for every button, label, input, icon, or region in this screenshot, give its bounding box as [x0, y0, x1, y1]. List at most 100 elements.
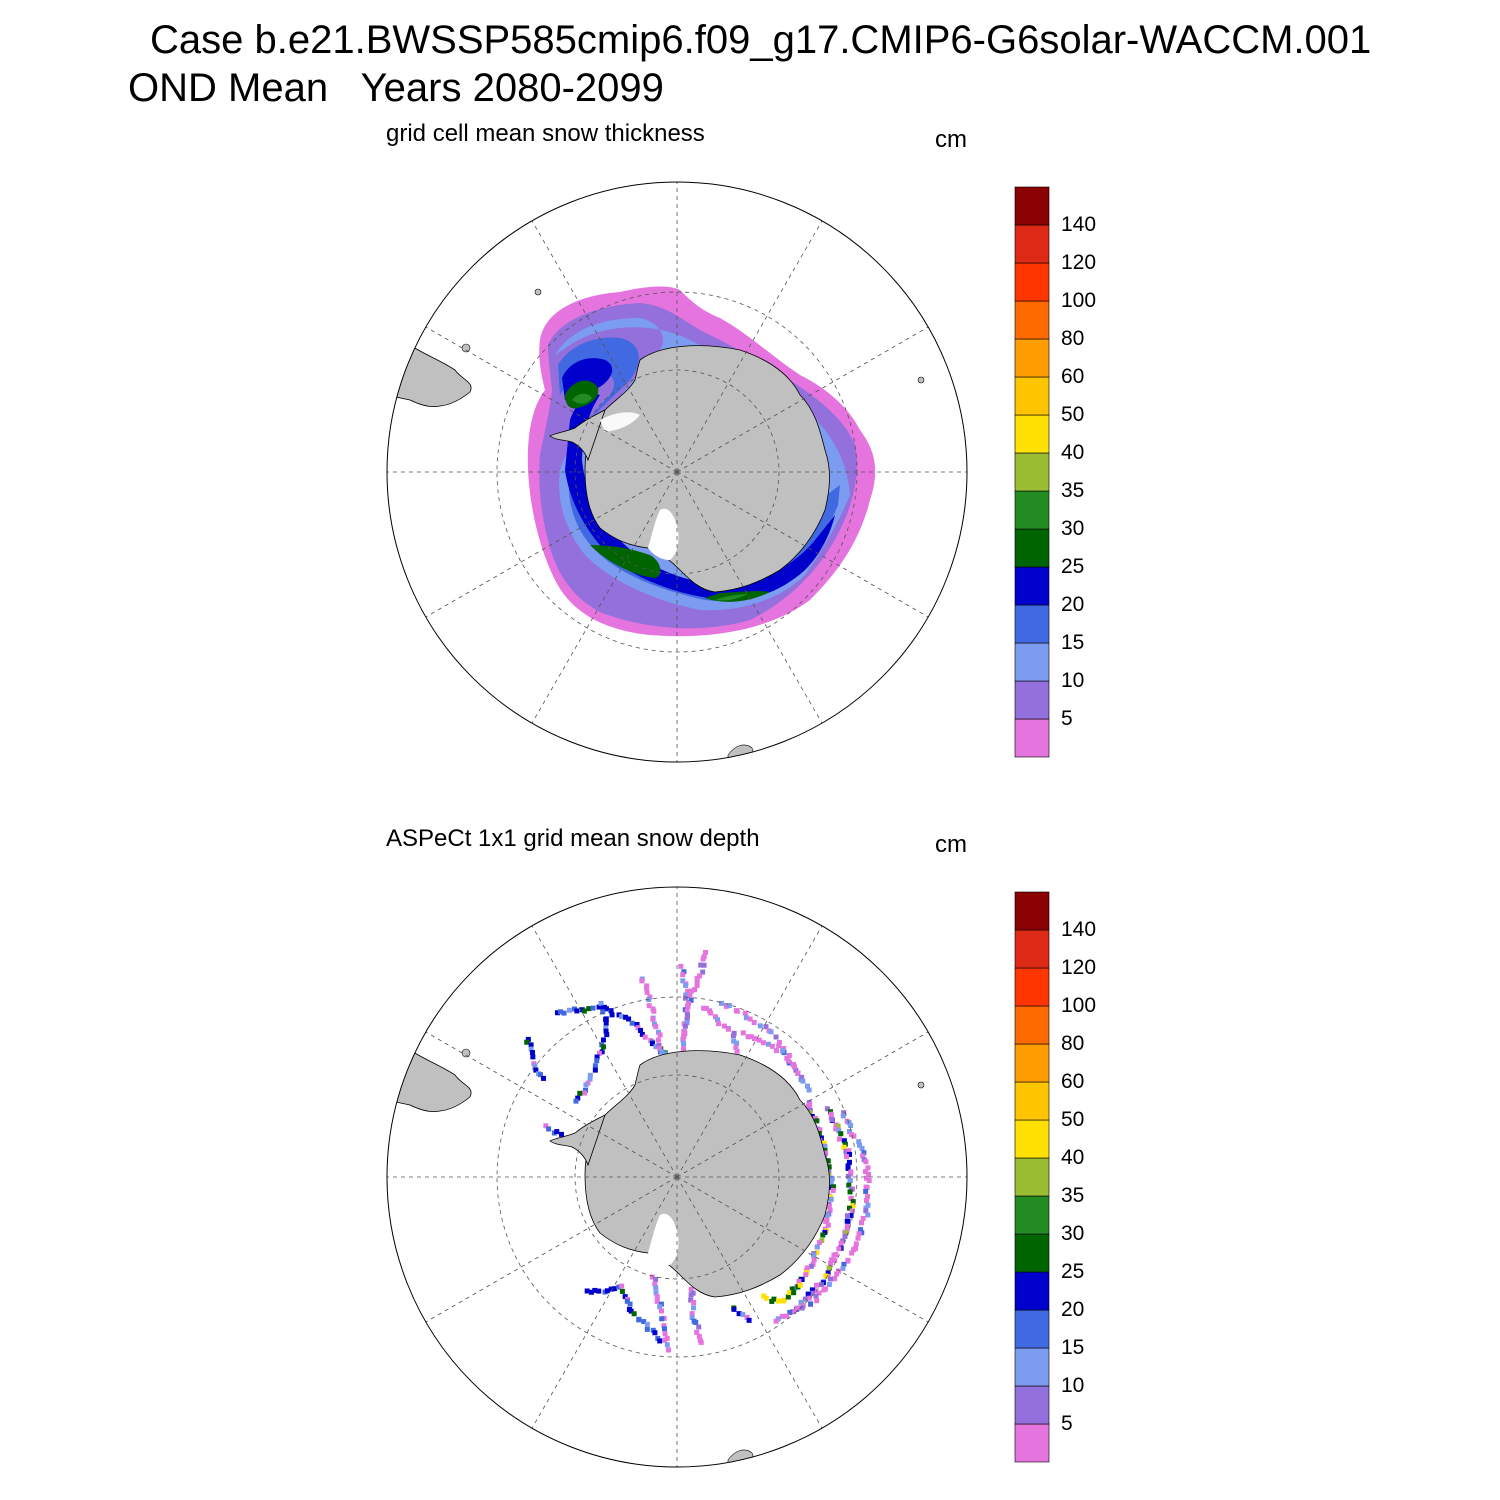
- obs-cell: [656, 1042, 662, 1048]
- obs-cell: [746, 1317, 752, 1323]
- colorbar-swatch: [1014, 490, 1050, 530]
- obs-cell: [851, 1133, 857, 1139]
- colorbar-tick-label: 35: [1061, 479, 1085, 502]
- obs-cell: [688, 988, 694, 994]
- island-c-2: [917, 1081, 925, 1089]
- obs-cell: [806, 1295, 812, 1301]
- obs-cell: [730, 1033, 736, 1039]
- obs-cell: [596, 1050, 602, 1056]
- colorbar-swatch: [1014, 262, 1050, 302]
- latitude-circle-1: [574, 1074, 780, 1280]
- map-1-frame: [386, 181, 968, 763]
- island-a-2: [461, 1048, 471, 1058]
- obs-cell: [865, 1194, 871, 1200]
- obs-cell: [622, 1294, 628, 1300]
- obs-cell: [659, 1316, 665, 1322]
- obs-cell: [856, 1139, 862, 1145]
- obs-cell: [734, 1040, 740, 1046]
- obs-cell: [686, 1000, 692, 1006]
- panel-2-units: cm: [935, 831, 967, 858]
- meridian-line: [531, 471, 678, 724]
- obs-cell: [637, 1027, 643, 1033]
- obs-cell: [860, 1153, 866, 1159]
- colorbar-2: [1014, 891, 1050, 1463]
- panel-1-units: cm: [935, 126, 967, 153]
- obs-cell: [583, 1087, 589, 1093]
- obs-cell: [655, 1335, 661, 1341]
- obs-cell: [653, 1044, 659, 1050]
- obs-cell: [841, 1261, 847, 1267]
- obs-cell: [866, 1178, 872, 1184]
- obs-cell: [823, 1218, 829, 1224]
- obs-cell: [641, 1319, 647, 1325]
- obs-cell: [821, 1287, 827, 1293]
- obs-cell: [609, 1012, 615, 1018]
- colorbar-swatch: [1014, 718, 1050, 758]
- obs-cell: [864, 1175, 870, 1181]
- obs-cell: [688, 1292, 694, 1298]
- obs-cell: [696, 1333, 702, 1339]
- obs-cell: [587, 1076, 593, 1082]
- obs-cell: [823, 1273, 829, 1279]
- obs-cell: [838, 1240, 844, 1246]
- ross-shelf-notch: [648, 508, 679, 560]
- obs-cell: [847, 1189, 853, 1195]
- obs-cell: [848, 1186, 854, 1192]
- obs-cell: [768, 1029, 774, 1035]
- obs-cell: [791, 1064, 797, 1070]
- obs-cell: [846, 1120, 852, 1126]
- obs-cell: [731, 1306, 737, 1312]
- colorbar-tick-label: 120: [1061, 251, 1097, 274]
- obs-cell: [646, 1003, 652, 1009]
- obs-cell: [681, 969, 687, 975]
- obs-cell: [829, 1117, 835, 1123]
- obs-cell: [804, 1265, 810, 1271]
- obs-cell: [828, 1260, 834, 1266]
- obs-cell: [823, 1150, 829, 1156]
- obs-cell: [684, 1016, 690, 1022]
- obs-cell: [771, 1296, 777, 1302]
- colorbar-swatch: [1014, 1385, 1050, 1425]
- meridian-line: [676, 1176, 823, 1429]
- colorbar-swatch: [1014, 1157, 1050, 1197]
- colorbar-tick-label: 60: [1061, 365, 1085, 388]
- obs-cell: [814, 1298, 820, 1304]
- colorbar-swatch: [1014, 186, 1050, 226]
- obs-cell: [685, 1012, 691, 1018]
- obs-cell: [826, 1203, 832, 1209]
- obs-cell: [652, 1021, 658, 1027]
- obs-cell: [586, 1006, 592, 1012]
- obs-cell: [731, 1030, 737, 1036]
- obs-cell: [826, 1282, 832, 1288]
- obs-cell: [836, 1246, 842, 1252]
- obs-cell: [599, 1049, 605, 1055]
- obs-cell: [808, 1263, 814, 1269]
- obs-cell: [826, 1164, 832, 1170]
- obs-cell: [794, 1305, 800, 1311]
- obs-cell: [629, 1020, 635, 1026]
- obs-cell: [530, 1054, 536, 1060]
- obs-cell: [793, 1067, 799, 1073]
- obs-cell: [821, 1140, 827, 1146]
- colorbar-tick-label: 10: [1061, 669, 1085, 692]
- obs-cell: [751, 1019, 757, 1025]
- obs-cell: [848, 1213, 854, 1219]
- obs-cell: [652, 1330, 658, 1336]
- obs-cell: [659, 1048, 665, 1054]
- obs-cell: [543, 1123, 549, 1129]
- obs-cell: [653, 1277, 659, 1283]
- meridian-line: [531, 1176, 678, 1429]
- latitude-circle-1: [574, 369, 780, 575]
- obs-cell: [678, 963, 684, 969]
- colorbar-swatch: [1014, 891, 1050, 931]
- obs-cell: [845, 1213, 851, 1219]
- obs-cell: [773, 1318, 779, 1324]
- obs-cell: [843, 1230, 849, 1236]
- island-c: [917, 376, 925, 384]
- meridian-line: [531, 925, 678, 1178]
- obs-cell: [857, 1227, 863, 1233]
- colorbar-swatch: [1014, 1309, 1050, 1349]
- obs-cell: [698, 962, 704, 968]
- obs-cell: [814, 1282, 820, 1288]
- obs-cell: [687, 992, 693, 998]
